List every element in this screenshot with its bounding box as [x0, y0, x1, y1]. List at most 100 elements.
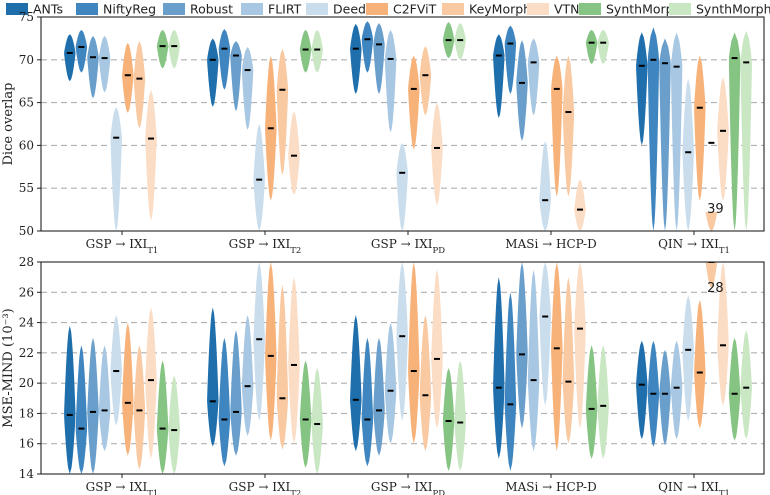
legend-label-8: VTN — [554, 2, 580, 17]
dice-violin-g4-keymorph — [562, 55, 575, 197]
mse-violin-g1-synthmorph — [156, 360, 169, 474]
mse-ytick-label-26: 26 — [19, 285, 34, 299]
dice-violin-g3-c2fvit — [408, 55, 420, 150]
dice-violin-g3-synthmorph-star — [454, 22, 466, 60]
legend-swatch-1 — [6, 3, 28, 15]
mse-ytick-label-22: 22 — [19, 346, 34, 360]
dice-xtick-label-4: MASi → HCP-D — [505, 237, 596, 251]
dice-violin-g3-keymorph — [419, 46, 432, 116]
dice-violin-g4-niftyreg — [504, 25, 517, 95]
dice-xtick-label-1: GSP → IXIT1 — [86, 237, 159, 256]
dice-violin-g1-flirt — [98, 35, 111, 93]
mse-ytick-label-24: 24 — [19, 316, 35, 330]
mse-violins — [64, 262, 752, 474]
dice-xtick-label-5: QIN → IXIT1 — [658, 237, 730, 256]
dice-ylabel: Dice overlap — [1, 83, 16, 166]
legend-swatch-10 — [669, 3, 691, 15]
mse-violin-g4-niftyreg — [504, 292, 517, 471]
dice-violin-g1-vtn — [145, 89, 157, 221]
dice-violin-g4-flirt — [527, 38, 540, 116]
mse-violin-g1-robust — [87, 337, 99, 474]
dice-violin-g4-robust — [516, 40, 528, 142]
mse-violin-g4-ants — [493, 277, 505, 459]
dice-violin-g3-ants — [350, 23, 362, 95]
mse-outlier-annotation: 28 — [707, 281, 724, 296]
mse-ytick-label-28: 28 — [19, 255, 34, 269]
mse-violin-g3-synthmorph-star — [454, 360, 466, 471]
dice-ytick-label-50: 50 — [19, 224, 34, 238]
mse-violin-g5-vtn — [717, 262, 729, 406]
dice-violin-g4-deeds — [539, 141, 551, 231]
mse-violin-g4-c2fvit — [551, 262, 563, 452]
mse-violin-g4-flirt — [527, 269, 540, 452]
dice-violin-g5-robust — [659, 38, 671, 231]
mse-violin-g2-flirt — [241, 315, 254, 437]
dice-violin-g1-deeds — [110, 106, 122, 231]
mse-ytick-label-16: 16 — [19, 437, 34, 451]
dice-violin-g2-vtn — [288, 111, 300, 196]
dice-violin-g3-vtn — [431, 102, 443, 206]
dice-violin-g5-c2fvit — [694, 55, 706, 202]
mse-violin-g4-synthmorph — [585, 345, 598, 459]
mse-violin-g4-deeds — [539, 262, 551, 406]
mse-violin-g4-synthmorph-star — [597, 345, 609, 459]
dice-overlap-panel: 50 55 60 65 70 75 39 GSP → IXIT1 GSP → IXIT2 GSP … — [1, 10, 765, 256]
dice-violin-g3-robust — [373, 22, 385, 95]
dice-violin-g2-deeds — [253, 124, 265, 231]
mse-violin-g3-deeds — [396, 262, 408, 421]
dice-violin-g2-niftyreg — [218, 28, 231, 90]
dice-violin-g5-keymorph — [705, 212, 718, 231]
mse-violin-g4-vtn — [574, 262, 586, 429]
mse-violin-g2-synthmorph — [299, 360, 312, 468]
dice-violin-g4-vtn — [574, 179, 586, 231]
mse-violin-g5-ants — [636, 340, 648, 440]
legend-swatch-8 — [527, 3, 549, 15]
mse-violin-g2-keymorph — [276, 284, 289, 450]
mse-ytick-label-20: 20 — [19, 376, 34, 390]
dice-violin-g4-ants — [493, 34, 505, 119]
mse-violin-g3-niftyreg — [361, 337, 374, 467]
mse-violin-g1-synthmorph-star — [168, 375, 180, 474]
mse-violin-g3-vtn — [431, 269, 443, 429]
mse-violin-g2-robust — [230, 330, 242, 456]
mse-violin-g5-synthmorph — [728, 337, 741, 441]
mse-violin-g1-flirt — [98, 345, 111, 452]
dice-ytick-label-55: 55 — [19, 181, 34, 195]
mse-violin-g4-keymorph — [562, 277, 575, 444]
dice-violin-g1-robust — [87, 35, 99, 99]
legend: ANTs NiftyReg Robust FLIRT Deeds C2FViT KeyMor… — [6, 2, 770, 17]
legend-label-3: Robust — [190, 2, 233, 17]
dice-violin-g5-niftyreg — [647, 27, 660, 231]
mse-violin-g5-synthmorph-star — [740, 330, 752, 440]
mse-violin-g2-ants — [207, 307, 219, 447]
legend-swatch-5 — [306, 3, 328, 15]
dice-violin-g2-synthmorph — [299, 29, 312, 73]
legend-swatch-7 — [442, 3, 464, 15]
mse-violin-g1-vtn — [145, 307, 157, 459]
mse-xtick-label-3: GSP → IXIPD — [371, 480, 445, 495]
dice-violin-g5-synthmorph — [728, 32, 741, 231]
legend-swatch-2 — [76, 3, 98, 15]
dice-violin-g2-robust — [230, 40, 242, 112]
legend-label-9: SynthMorph — [606, 2, 682, 17]
mse-violin-g1-c2fvit — [122, 322, 134, 456]
dice-violin-g2-synthmorph-star — [311, 29, 323, 73]
dice-violin-g2-keymorph — [276, 48, 289, 176]
legend-label-6: C2FViT — [393, 2, 437, 17]
dice-violin-g5-flirt — [670, 32, 683, 231]
dice-violin-g5-synthmorph-star — [740, 30, 752, 231]
legend-label-5: Deeds — [333, 2, 372, 17]
dice-violin-g3-flirt — [384, 29, 397, 133]
dice-xtick-label-3: GSP → IXIPD — [371, 237, 445, 256]
mse-violin-g2-deeds — [253, 262, 265, 421]
mse-ylabel: MSE-MIND (10⁻³) — [1, 308, 16, 427]
dice-axes-frame — [40, 16, 765, 232]
mse-violin-g2-c2fvit — [265, 262, 277, 441]
dice-violin-g4-synthmorph-star — [597, 29, 609, 65]
dice-violin-g5-ants — [636, 32, 648, 146]
dice-violin-g4-synthmorph — [585, 29, 598, 65]
mse-ytick-label-18: 18 — [19, 406, 34, 420]
dice-violin-g1-synthmorph — [156, 29, 169, 69]
mse-violin-g3-keymorph — [419, 315, 432, 452]
